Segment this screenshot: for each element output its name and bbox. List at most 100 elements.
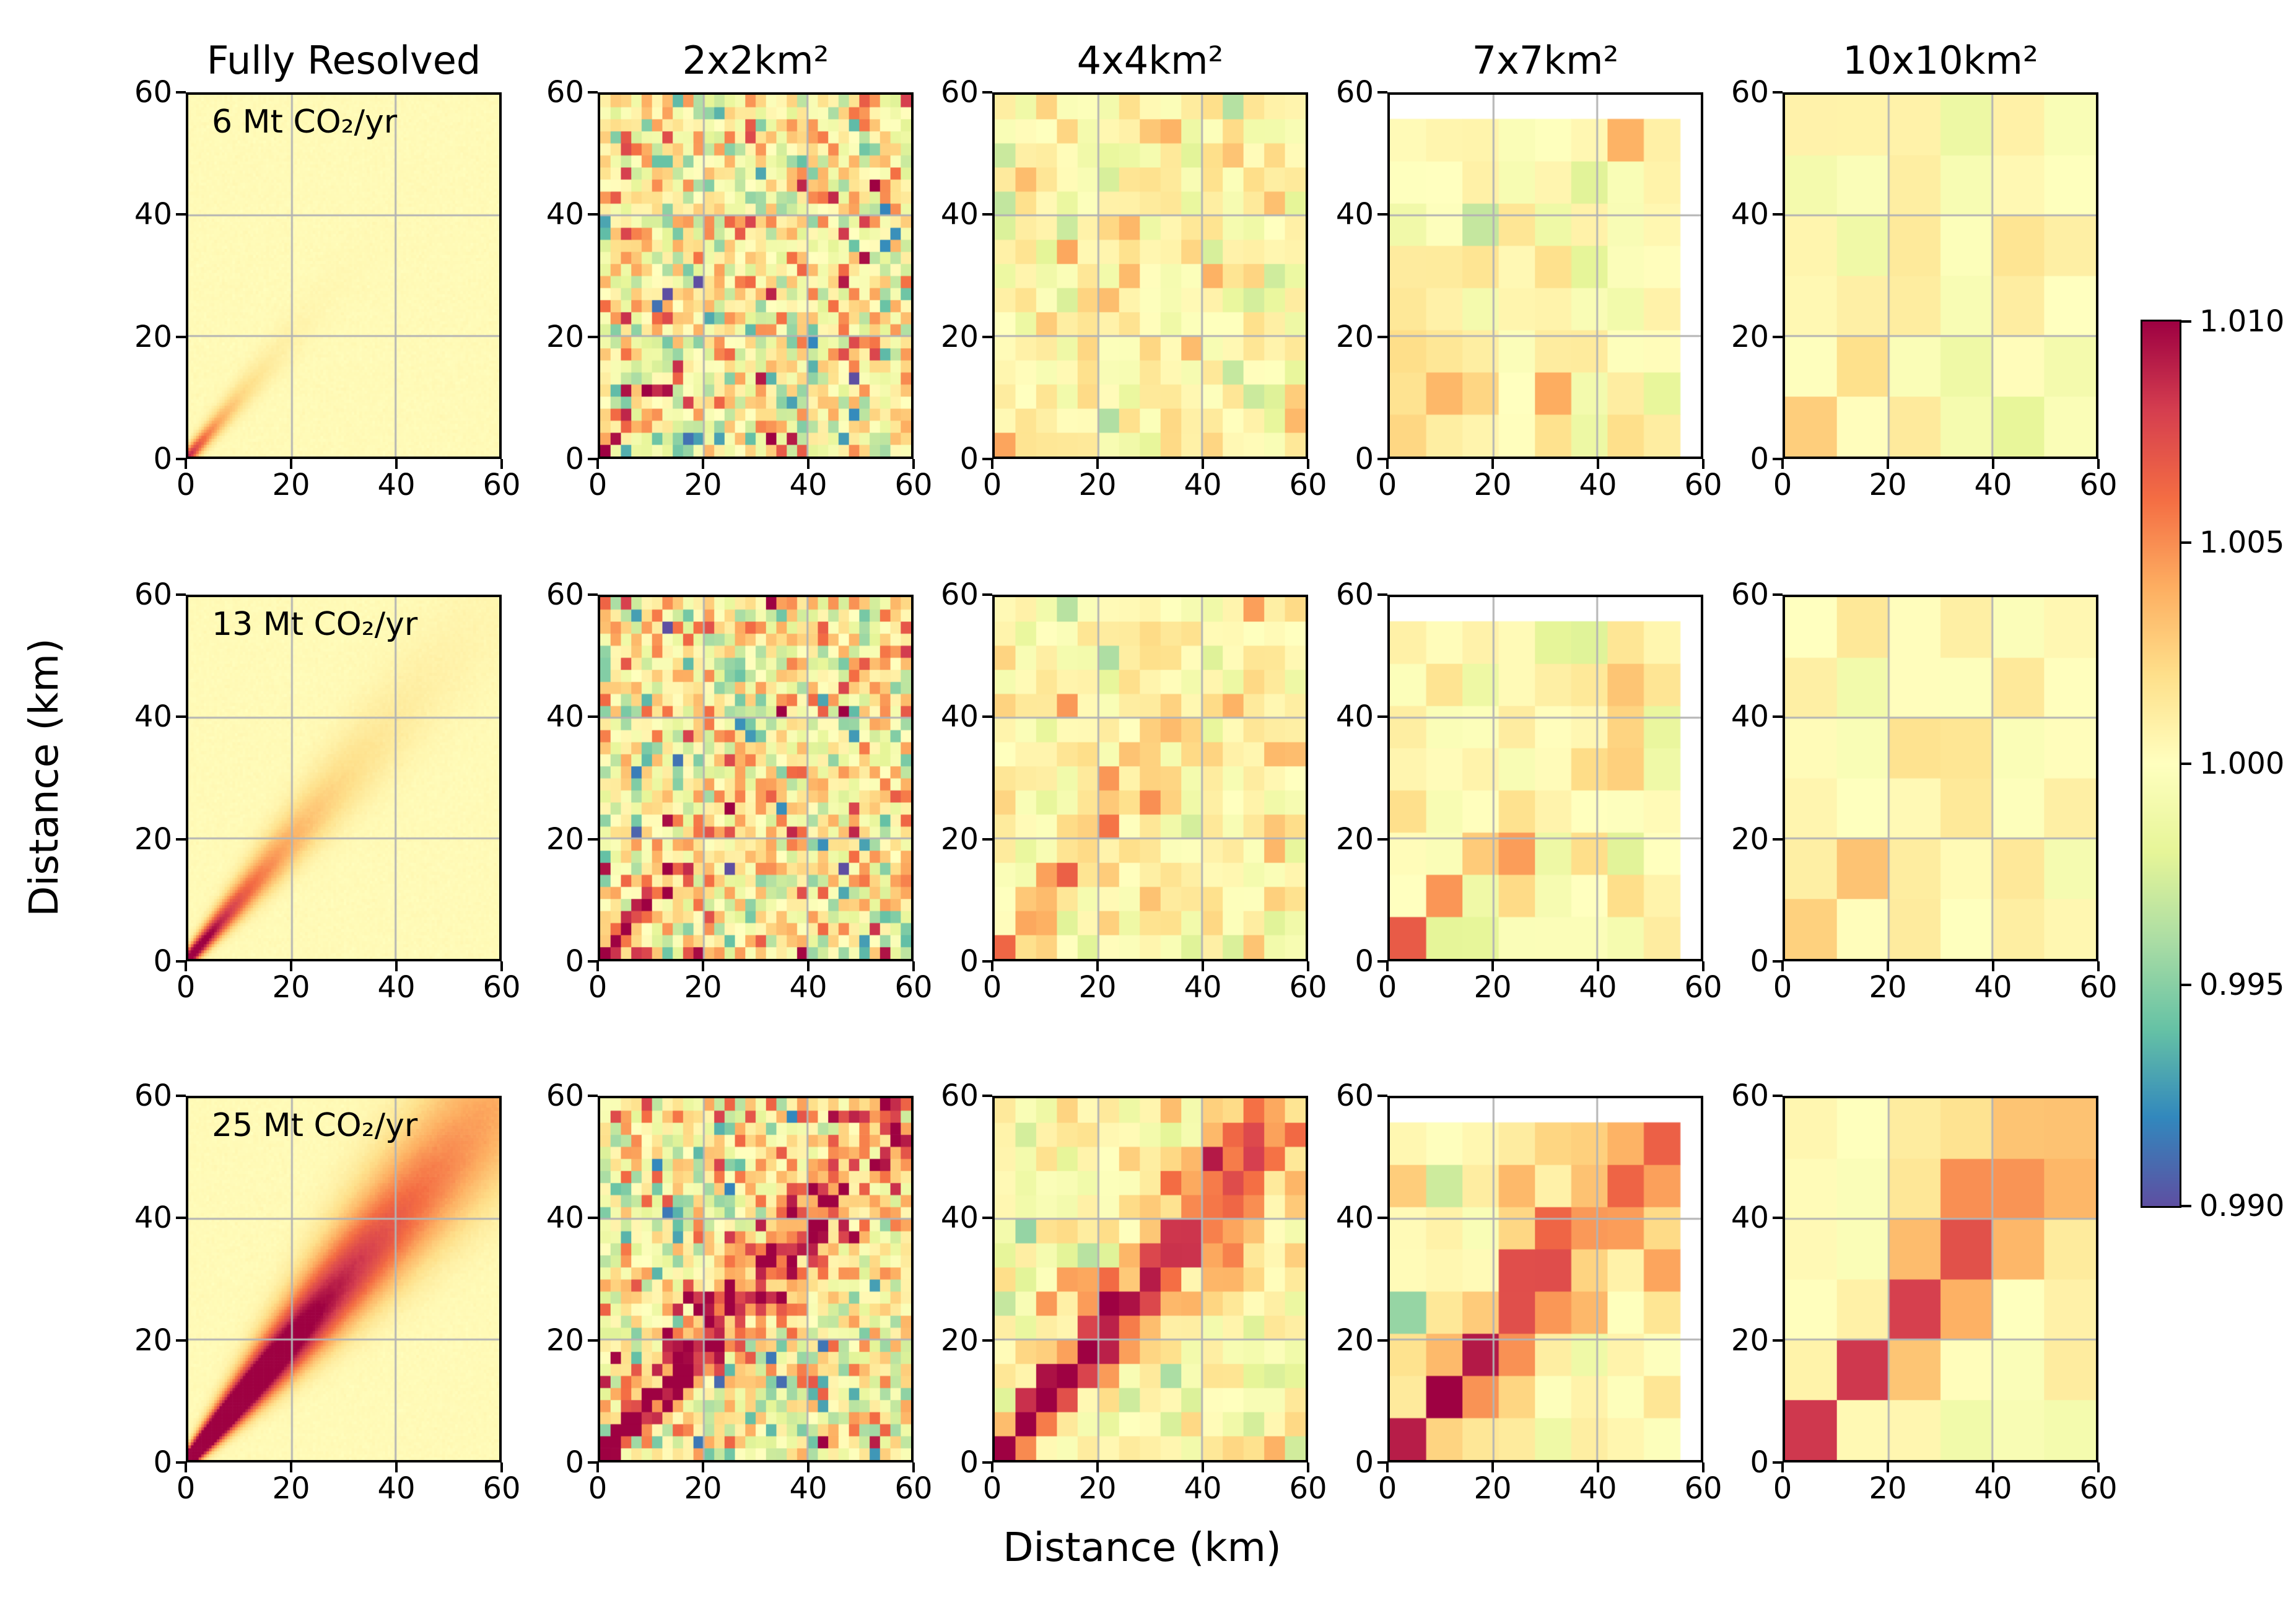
y-tick-mark	[982, 1095, 992, 1097]
y-tick-label: 20	[1335, 821, 1374, 857]
column-title-5: 10x10km²	[1843, 38, 2038, 83]
y-tick-mark	[1377, 213, 1387, 216]
y-tick-label: 0	[153, 944, 172, 979]
x-tick-label: 60	[2079, 970, 2118, 1005]
x-tick-label: 0	[1377, 468, 1397, 502]
x-tick-label: 20	[1473, 1471, 1512, 1506]
x-tick-mark	[807, 459, 810, 469]
y-tick-mark	[588, 1339, 598, 1342]
x-tick-mark	[1491, 1462, 1494, 1472]
y-tick-mark	[1377, 1461, 1387, 1464]
y-tick-mark	[588, 91, 598, 94]
y-tick-mark	[982, 837, 992, 841]
x-tick-label: 0	[982, 468, 1002, 502]
y-tick-mark	[176, 213, 186, 216]
heatmap-canvas	[600, 1098, 911, 1460]
y-tick-label: 60	[546, 75, 584, 110]
x-tick-label: 0	[176, 468, 196, 502]
y-tick-label: 40	[134, 699, 172, 735]
x-tick-label: 0	[1773, 1471, 1792, 1506]
y-tick-mark	[982, 1217, 992, 1220]
y-tick-mark	[1773, 91, 1783, 94]
x-tick-label: 0	[176, 1471, 196, 1506]
x-tick-label: 0	[1377, 1471, 1397, 1506]
x-tick-mark	[1702, 1462, 1705, 1472]
y-tick-label: 0	[1355, 944, 1374, 979]
y-tick-mark	[1377, 1095, 1387, 1097]
plot-area	[992, 92, 1308, 459]
y-tick-label: 60	[940, 75, 979, 110]
x-tick-mark	[1781, 1462, 1784, 1472]
x-tick-label: 40	[1579, 468, 1617, 502]
x-tick-mark	[1307, 1462, 1309, 1472]
heatmap-panel-r2c3: 0 20 40 60 0 20 40 60	[941, 577, 1327, 1005]
x-tick-mark	[912, 1462, 915, 1472]
x-tick-mark	[185, 961, 187, 971]
y-tick-mark	[1377, 1339, 1387, 1342]
plot-area: 25 Mt CO₂/yr	[186, 1096, 502, 1462]
plot-area	[1387, 595, 1703, 961]
x-tick-label: 40	[1184, 1471, 1222, 1506]
heatmap-canvas	[995, 1098, 1306, 1460]
x-tick-label: 20	[272, 970, 310, 1005]
x-tick-mark	[1307, 961, 1309, 971]
x-tick-mark	[1781, 459, 1784, 469]
x-tick-mark	[1202, 459, 1204, 469]
y-tick-label: 0	[565, 1445, 584, 1480]
y-tick-label: 0	[153, 1445, 172, 1480]
x-tick-mark	[702, 459, 704, 469]
y-tick-mark	[1773, 1339, 1783, 1342]
y-tick-mark	[1377, 960, 1387, 963]
heatmap-panel-r2c5: 0 20 40 60 0 20 40 60	[1731, 577, 2118, 1005]
heatmap-canvas	[188, 597, 499, 959]
heatmap-panel-r3c2: 0 20 40 60 0 20 40 60	[546, 1078, 933, 1506]
y-tick-mark	[588, 960, 598, 963]
x-tick-mark	[395, 1462, 398, 1472]
y-tick-label: 40	[546, 699, 584, 735]
x-tick-mark	[1491, 961, 1494, 971]
x-tick-label: 40	[1579, 1471, 1617, 1506]
y-tick-mark	[982, 1461, 992, 1464]
heatmap-canvas	[1390, 1098, 1701, 1460]
x-tick-label: 60	[482, 468, 521, 502]
x-tick-mark	[991, 961, 993, 971]
y-tick-label: 20	[940, 319, 979, 354]
x-tick-mark	[1992, 1462, 1994, 1472]
x-tick-label: 60	[2079, 1471, 2118, 1506]
plot-area	[1783, 92, 2098, 459]
x-tick-label: 60	[482, 970, 521, 1005]
y-tick-label: 40	[1335, 699, 1374, 735]
y-tick-label: 20	[940, 821, 979, 857]
x-tick-mark	[500, 1462, 503, 1472]
heatmap-panel-r2c4: 0 20 40 60 0 20 40 60	[1336, 577, 1722, 1005]
x-tick-mark	[596, 961, 599, 971]
y-tick-mark	[176, 1339, 186, 1342]
heatmap-panel-r1c3: 4x4km² 0 20 40 60 0 20 40 60	[941, 39, 1327, 503]
plot-area	[598, 1096, 914, 1462]
x-tick-label: 60	[1684, 970, 1722, 1005]
y-tick-mark	[176, 1095, 186, 1097]
y-tick-label: 0	[959, 1445, 979, 1480]
heatmap-canvas	[188, 1098, 499, 1460]
y-tick-label: 20	[1335, 1322, 1374, 1358]
y-tick-label: 60	[1335, 75, 1374, 110]
x-tick-mark	[1597, 961, 1599, 971]
y-tick-mark	[982, 213, 992, 216]
heatmap-canvas	[1785, 95, 2096, 457]
x-tick-mark	[912, 961, 915, 971]
y-tick-mark	[1377, 91, 1387, 94]
x-tick-mark	[1386, 459, 1389, 469]
x-tick-label: 20	[1869, 1471, 1907, 1506]
x-tick-mark	[1992, 459, 1994, 469]
y-tick-label: 60	[940, 577, 979, 612]
y-tick-label: 60	[1335, 1078, 1374, 1113]
y-tick-label: 0	[1355, 442, 1374, 476]
y-tick-mark	[176, 837, 186, 841]
y-tick-label: 40	[546, 197, 584, 232]
x-tick-label: 40	[789, 970, 827, 1005]
y-tick-mark	[1377, 458, 1387, 460]
colorbar-tick-label: 1.005	[2199, 525, 2285, 560]
heatmap-panel-r1c2: 2x2km² 0 20 40 60 0 20 40 60	[546, 39, 933, 503]
colorbar-tick-label: 0.990	[2199, 1189, 2285, 1223]
